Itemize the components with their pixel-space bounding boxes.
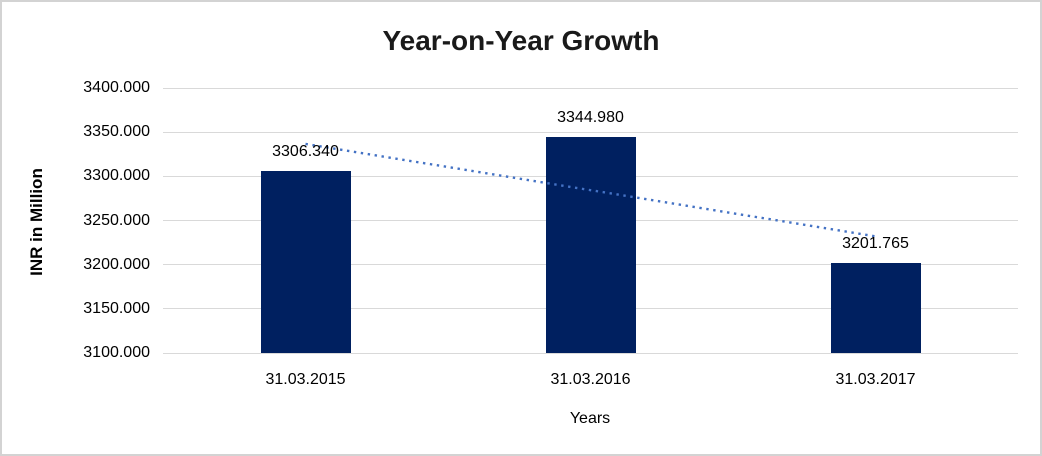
x-axis-tick-label: 31.03.2015 — [265, 371, 346, 388]
chart-title: Year-on-Year Growth — [382, 25, 660, 56]
y-axis-tick-label: 3300.000 — [83, 167, 150, 185]
bar — [830, 263, 921, 353]
bar-value-label: 3344.980 — [557, 108, 624, 126]
y-axis-tick-label: 3150.000 — [83, 299, 150, 317]
y-axis-tick-label: 3350.000 — [83, 123, 150, 141]
bar — [260, 170, 351, 353]
x-axis-tick-label: 31.03.2016 — [550, 371, 631, 388]
gridline — [163, 131, 1018, 133]
plot-area: 3306.340 3344.980 3201.765 — [163, 87, 1018, 354]
y-axis-tick-label: 3200.000 — [83, 255, 150, 273]
y-axis-tick-label: 3250.000 — [83, 211, 150, 229]
x-axis-title: Years — [569, 410, 611, 427]
x-axis-tick-label: 31.03.2017 — [835, 371, 916, 388]
gridline — [163, 352, 1018, 354]
y-axis-tick-label: 3400.000 — [83, 79, 150, 96]
bar — [545, 136, 636, 353]
trendline — [305, 142, 876, 238]
y-axis-tick-label: 3100.000 — [83, 344, 150, 361]
y-axis-title: INR in Million — [27, 168, 46, 276]
gridline — [163, 87, 1018, 89]
bar-value-label: 3201.765 — [842, 235, 909, 253]
bar-value-label: 3306.340 — [272, 142, 339, 160]
